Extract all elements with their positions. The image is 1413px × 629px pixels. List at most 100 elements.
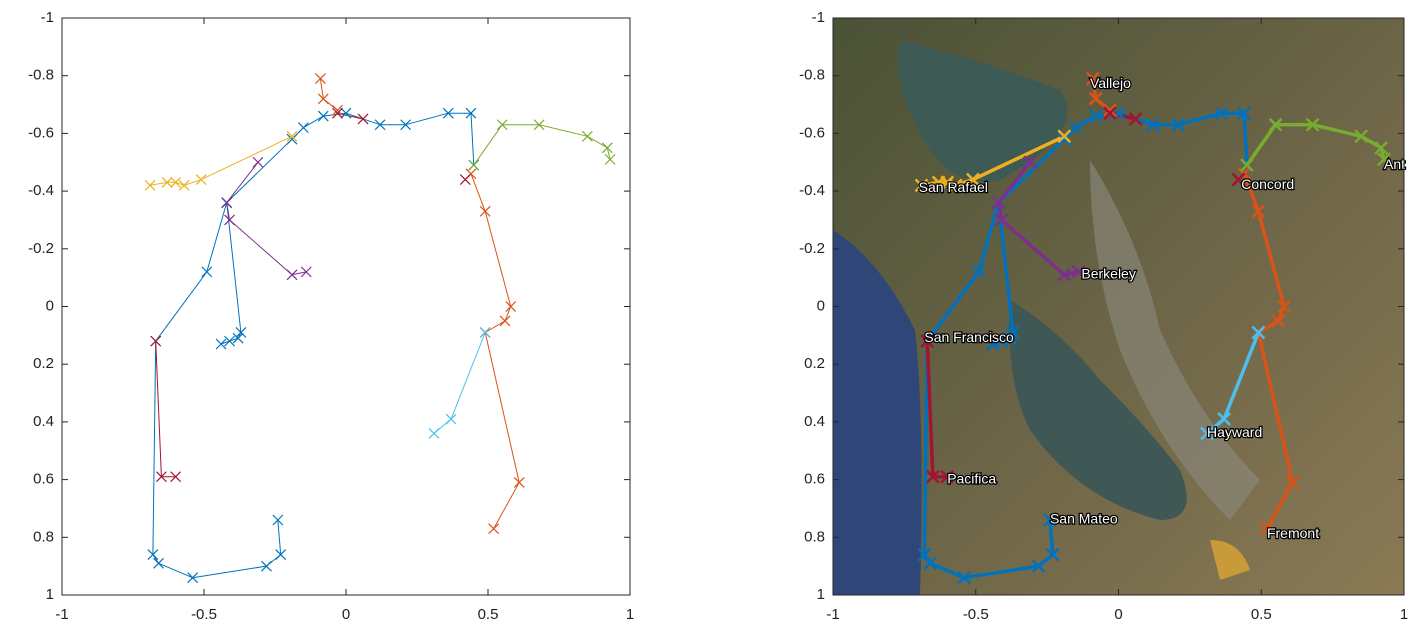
x-tick-label: 1 bbox=[626, 606, 634, 623]
marker bbox=[479, 327, 491, 338]
series-line bbox=[473, 124, 611, 166]
marker bbox=[971, 264, 986, 279]
marker bbox=[479, 205, 491, 217]
y-tick-label: 0.6 bbox=[33, 471, 54, 488]
marker bbox=[499, 315, 511, 327]
x-tick-label: -1 bbox=[826, 606, 839, 623]
marker bbox=[966, 172, 980, 187]
marker bbox=[317, 110, 329, 122]
marker bbox=[1085, 71, 1100, 86]
map-label: Ant bbox=[1384, 156, 1405, 172]
map-label: San Mateo bbox=[1050, 511, 1118, 527]
marker bbox=[1271, 314, 1286, 328]
marker bbox=[400, 119, 412, 131]
marker bbox=[1354, 129, 1369, 144]
marker bbox=[195, 174, 207, 185]
marker bbox=[1057, 132, 1072, 147]
y-tick-label: 0.8 bbox=[33, 528, 54, 545]
y-tick-label: 1 bbox=[817, 586, 825, 603]
map-label: San Francisco bbox=[924, 329, 1014, 345]
marker bbox=[428, 428, 440, 439]
marker bbox=[1237, 106, 1252, 121]
marker bbox=[235, 327, 247, 338]
map-label: Vallejo bbox=[1090, 75, 1131, 91]
marker bbox=[1260, 521, 1274, 536]
marker bbox=[147, 549, 159, 561]
series-line bbox=[152, 112, 475, 579]
marker bbox=[940, 175, 955, 190]
marker bbox=[201, 266, 213, 278]
marker bbox=[1023, 155, 1037, 170]
marker bbox=[994, 334, 1009, 349]
marker bbox=[150, 335, 162, 347]
y-tick-label: 0.4 bbox=[33, 413, 54, 430]
marker bbox=[221, 197, 233, 209]
x-tick-label: 0.5 bbox=[478, 606, 499, 623]
marker bbox=[940, 469, 955, 484]
y-tick-label: -1 bbox=[41, 9, 54, 26]
marker bbox=[1305, 117, 1320, 132]
y-tick-label: 0 bbox=[817, 297, 825, 314]
marker bbox=[465, 107, 477, 119]
marker bbox=[1251, 325, 1266, 340]
x-tick-label: -0.5 bbox=[963, 606, 989, 623]
marker bbox=[991, 195, 1006, 210]
marker bbox=[170, 471, 182, 483]
marker bbox=[994, 213, 1009, 227]
marker bbox=[187, 572, 199, 584]
marker bbox=[513, 477, 525, 488]
marker bbox=[317, 93, 329, 105]
marker bbox=[1377, 152, 1391, 167]
y-tick-label: -0.6 bbox=[799, 124, 825, 141]
marker bbox=[272, 514, 284, 526]
marker bbox=[459, 174, 471, 185]
marker bbox=[1214, 106, 1229, 121]
marker bbox=[1103, 103, 1117, 118]
marker bbox=[1268, 117, 1283, 132]
x-tick-label: -0.5 bbox=[191, 606, 217, 623]
marker bbox=[161, 177, 173, 188]
marker bbox=[1045, 547, 1060, 562]
basemap bbox=[833, 18, 1404, 595]
marker bbox=[374, 119, 386, 131]
series-line bbox=[433, 332, 486, 434]
marker bbox=[1251, 204, 1266, 219]
marker bbox=[1057, 129, 1072, 144]
x-tick-label: -1 bbox=[55, 606, 68, 623]
marker bbox=[923, 556, 937, 571]
y-tick-label: 0 bbox=[46, 297, 54, 314]
x-tick-label: 1 bbox=[1400, 606, 1408, 623]
map-label: San Rafael bbox=[919, 179, 988, 195]
series-line bbox=[922, 111, 1249, 580]
series-line bbox=[220, 202, 242, 345]
marker bbox=[155, 471, 167, 483]
y-tick-label: -1 bbox=[812, 9, 825, 26]
marker bbox=[1043, 513, 1057, 527]
y-tick-label: -0.4 bbox=[799, 182, 825, 199]
marker bbox=[496, 119, 508, 131]
marker bbox=[300, 266, 312, 278]
marker bbox=[1217, 412, 1232, 426]
marker bbox=[957, 570, 972, 585]
marker bbox=[1171, 117, 1186, 132]
marker bbox=[920, 334, 935, 349]
y-tick-label: 0.6 bbox=[804, 471, 825, 488]
marker bbox=[1145, 117, 1160, 132]
marker bbox=[275, 549, 287, 561]
marker bbox=[286, 130, 298, 142]
marker bbox=[1057, 267, 1072, 282]
marker bbox=[1071, 264, 1086, 279]
marker bbox=[144, 179, 156, 191]
x-tick-label: 0 bbox=[342, 606, 350, 623]
series-line bbox=[226, 161, 307, 276]
marker bbox=[170, 177, 182, 188]
marker bbox=[1240, 158, 1254, 173]
marker bbox=[917, 547, 932, 562]
marker bbox=[1200, 426, 1214, 441]
marker bbox=[153, 557, 164, 569]
marker bbox=[252, 156, 264, 168]
marker bbox=[1068, 120, 1083, 135]
marker bbox=[1374, 140, 1389, 155]
marker bbox=[178, 179, 190, 191]
